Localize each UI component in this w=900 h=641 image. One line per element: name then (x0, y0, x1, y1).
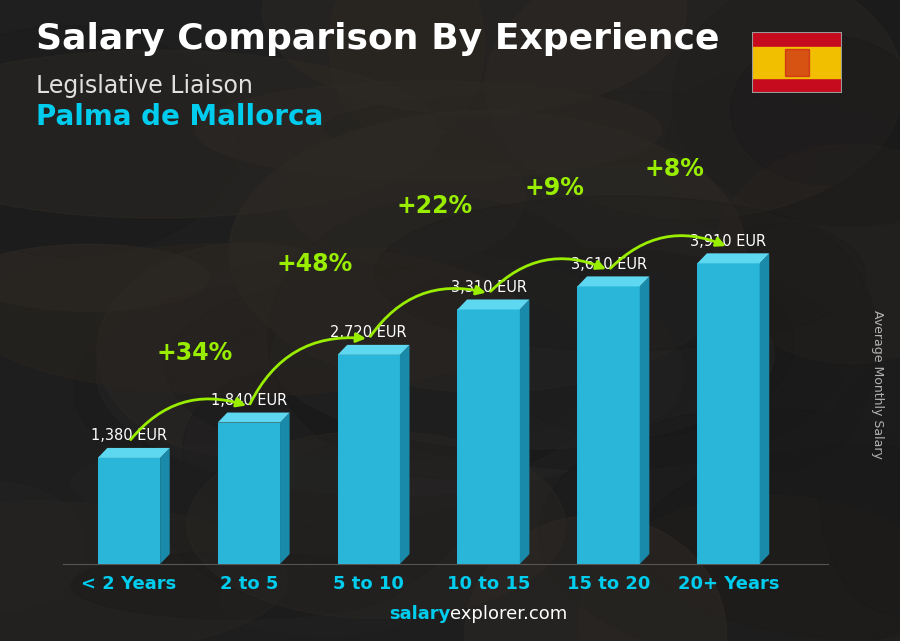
Polygon shape (457, 310, 520, 564)
Polygon shape (457, 299, 529, 310)
Ellipse shape (285, 127, 526, 266)
Ellipse shape (0, 483, 84, 610)
Polygon shape (160, 448, 170, 564)
Text: Average Monthly Salary: Average Monthly Salary (871, 310, 884, 459)
Text: +34%: +34% (157, 341, 233, 365)
Polygon shape (98, 448, 170, 458)
Ellipse shape (71, 440, 483, 526)
Ellipse shape (672, 0, 900, 226)
Polygon shape (218, 413, 290, 422)
Text: +48%: +48% (276, 253, 353, 276)
Ellipse shape (267, 197, 626, 479)
Ellipse shape (0, 243, 528, 395)
Polygon shape (640, 276, 649, 564)
Ellipse shape (353, 248, 849, 470)
Ellipse shape (187, 431, 565, 619)
Text: +22%: +22% (397, 194, 472, 219)
Ellipse shape (0, 501, 287, 641)
Polygon shape (98, 458, 160, 564)
Polygon shape (280, 413, 290, 564)
Polygon shape (698, 253, 770, 263)
Text: salary: salary (389, 605, 450, 623)
Ellipse shape (0, 0, 292, 113)
Ellipse shape (685, 222, 878, 470)
Text: Salary Comparison By Experience: Salary Comparison By Experience (36, 22, 719, 56)
Ellipse shape (485, 0, 900, 219)
Ellipse shape (166, 275, 595, 460)
Ellipse shape (183, 369, 401, 528)
Ellipse shape (0, 26, 239, 256)
Text: 2,720 EUR: 2,720 EUR (330, 325, 407, 340)
Text: 1,840 EUR: 1,840 EUR (211, 393, 287, 408)
Ellipse shape (141, 321, 486, 606)
Polygon shape (698, 263, 760, 564)
Ellipse shape (220, 565, 431, 635)
Text: explorer.com: explorer.com (450, 605, 567, 623)
Ellipse shape (819, 358, 900, 614)
Text: 3,310 EUR: 3,310 EUR (451, 280, 526, 295)
Ellipse shape (375, 196, 866, 351)
Text: 1,380 EUR: 1,380 EUR (91, 428, 167, 444)
Polygon shape (338, 345, 410, 355)
Ellipse shape (96, 249, 684, 496)
Text: +8%: +8% (644, 156, 705, 181)
Text: Legislative Liaison: Legislative Liaison (36, 74, 253, 97)
Ellipse shape (194, 81, 662, 179)
Ellipse shape (464, 515, 726, 641)
Polygon shape (760, 253, 770, 564)
Text: +9%: +9% (525, 176, 585, 199)
Ellipse shape (731, 35, 900, 185)
Ellipse shape (475, 251, 794, 437)
Polygon shape (218, 422, 280, 564)
Text: 3,610 EUR: 3,610 EUR (571, 257, 646, 272)
Ellipse shape (97, 243, 400, 458)
Polygon shape (400, 345, 410, 564)
Text: Palma de Mallorca: Palma de Mallorca (36, 103, 323, 131)
Ellipse shape (271, 260, 774, 449)
Polygon shape (520, 299, 529, 564)
Ellipse shape (715, 144, 900, 363)
Bar (785, 49, 808, 76)
Ellipse shape (539, 408, 900, 641)
Ellipse shape (580, 495, 900, 641)
Ellipse shape (641, 446, 900, 639)
Polygon shape (578, 276, 649, 287)
Ellipse shape (665, 73, 813, 234)
Ellipse shape (71, 551, 404, 619)
Polygon shape (338, 355, 400, 564)
Bar (752, 47, 842, 78)
Ellipse shape (74, 279, 521, 499)
Ellipse shape (0, 244, 210, 311)
Polygon shape (578, 287, 640, 564)
Ellipse shape (229, 111, 746, 392)
Ellipse shape (324, 91, 891, 165)
Ellipse shape (484, 253, 720, 430)
Ellipse shape (0, 50, 439, 218)
Text: 3,910 EUR: 3,910 EUR (690, 234, 767, 249)
Ellipse shape (329, 0, 484, 146)
Ellipse shape (262, 0, 687, 115)
